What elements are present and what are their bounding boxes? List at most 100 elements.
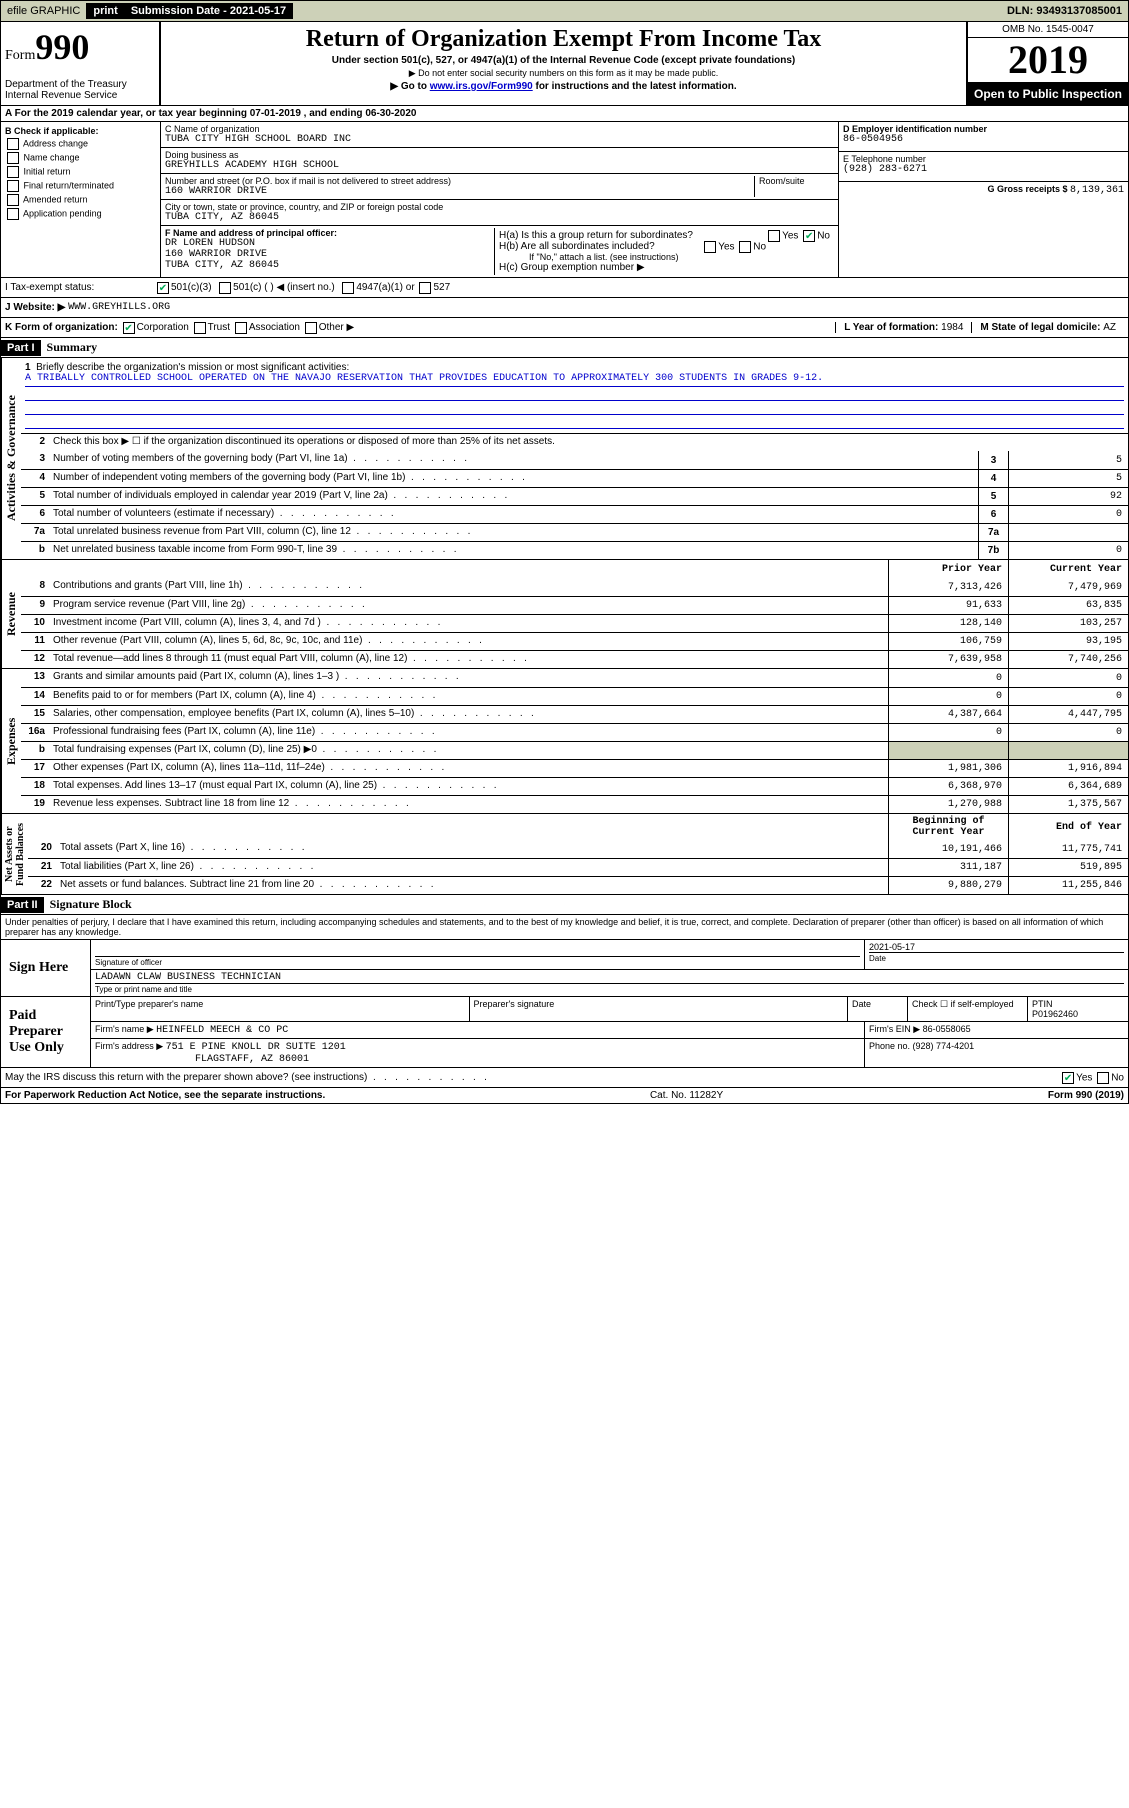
table-row: 3Number of voting members of the governi… <box>21 451 1128 469</box>
org-right: D Employer identification number 86-0504… <box>838 122 1128 277</box>
check-4947[interactable] <box>342 282 354 294</box>
footer-left: For Paperwork Reduction Act Notice, see … <box>5 1090 325 1101</box>
efile-label: efile GRAPHIC <box>1 3 87 19</box>
discuss-yes[interactable] <box>1062 1072 1074 1084</box>
check-527[interactable] <box>419 282 431 294</box>
table-row: bNet unrelated business taxable income f… <box>21 541 1128 559</box>
officer-row: F Name and address of principal officer:… <box>161 226 838 277</box>
table-row: 6Total number of volunteers (estimate if… <box>21 505 1128 523</box>
row-i: I Tax-exempt status: 501(c)(3) 501(c) ( … <box>0 278 1129 298</box>
table-row: 8Contributions and grants (Part VIII, li… <box>21 578 1128 596</box>
ein-cell: D Employer identification number 86-0504… <box>839 122 1128 152</box>
footer: For Paperwork Reduction Act Notice, see … <box>0 1088 1129 1104</box>
subtitle-2: ▶ Do not enter social security numbers o… <box>165 68 962 79</box>
print-button[interactable]: print <box>87 3 124 19</box>
table-row: 10Investment income (Part VIII, column (… <box>21 614 1128 632</box>
state-domicile: M State of legal domicile: AZ <box>971 322 1124 333</box>
preparer-block: Paid Preparer Use Only Print/Type prepar… <box>0 997 1129 1068</box>
top-bar: efile GRAPHIC print Submission Date - 20… <box>0 0 1129 22</box>
hc-row: H(c) Group exemption number ▶ <box>499 262 830 273</box>
table-row: 12Total revenue—add lines 8 through 11 (… <box>21 650 1128 668</box>
table-row: bTotal fundraising expenses (Part IX, co… <box>21 741 1128 759</box>
ha-row: H(a) Is this a group return for subordin… <box>499 230 830 241</box>
tax-year: 2019 <box>968 38 1128 83</box>
box-b: B Check if applicable: Address change Na… <box>1 122 161 277</box>
open-public: Open to Public Inspection <box>968 83 1128 105</box>
officer-sig[interactable]: Signature of officer <box>91 940 865 969</box>
check-amended[interactable]: Amended return <box>5 194 156 206</box>
org-mid: C Name of organization TUBA CITY HIGH SC… <box>161 122 838 277</box>
check-501c[interactable] <box>219 282 231 294</box>
ptin: PTINP01962460 <box>1028 997 1128 1021</box>
vlabel-netassets: Net Assets or Fund Balances <box>1 814 28 894</box>
firm-name: Firm's name ▶ HEINFELD MEECH & CO PC <box>91 1022 865 1038</box>
part2-header: Part II Signature Block <box>0 895 1129 915</box>
check-assoc[interactable] <box>235 322 247 334</box>
section-expenses: Expenses 13Grants and similar amounts pa… <box>0 669 1129 814</box>
website-link[interactable]: WWW.GREYHILLS.ORG <box>68 302 170 313</box>
footer-mid: Cat. No. 11282Y <box>650 1090 723 1101</box>
check-corp[interactable] <box>123 322 135 334</box>
mission-text: A TRIBALLY CONTROLLED SCHOOL OPERATED ON… <box>25 373 1124 387</box>
instructions-link[interactable]: www.irs.gov/Form990 <box>430 81 533 92</box>
hb-row: H(b) Are all subordinates included? Yes … <box>499 241 830 252</box>
org-name-cell: C Name of organization TUBA CITY HIGH SC… <box>161 122 838 148</box>
table-row: 20Total assets (Part X, line 16)10,191,4… <box>28 840 1128 858</box>
sign-here-label: Sign Here <box>1 940 91 996</box>
table-row: 16aProfessional fundraising fees (Part I… <box>21 723 1128 741</box>
check-trust[interactable] <box>194 322 206 334</box>
dln: DLN: 93493137085001 <box>1001 3 1128 19</box>
dba-cell: Doing business as GREYHILLS ACADEMY HIGH… <box>161 148 838 174</box>
department: Department of the Treasury Internal Reve… <box>5 79 155 101</box>
table-row: 22Net assets or fund balances. Subtract … <box>28 876 1128 894</box>
firm-address: Firm's address ▶ 751 E PINE KNOLL DR SUI… <box>91 1039 865 1067</box>
form-title: Return of Organization Exempt From Incom… <box>165 26 962 53</box>
form-header: Form990 Department of the Treasury Inter… <box>0 22 1129 106</box>
table-row: 17Other expenses (Part IX, column (A), l… <box>21 759 1128 777</box>
part1-header: Part I Summary <box>0 338 1129 358</box>
row-j: J Website: ▶ WWW.GREYHILLS.ORG <box>0 298 1129 318</box>
header-right: OMB No. 1545-0047 2019 Open to Public In… <box>968 22 1128 105</box>
table-row: 21Total liabilities (Part X, line 26)311… <box>28 858 1128 876</box>
vlabel-activities: Activities & Governance <box>1 358 21 559</box>
city-cell: City or town, state or province, country… <box>161 200 838 226</box>
table-row: 19Revenue less expenses. Subtract line 1… <box>21 795 1128 813</box>
phone-cell: E Telephone number (928) 283-6271 <box>839 152 1128 182</box>
header-mid: Return of Organization Exempt From Incom… <box>161 22 968 105</box>
section-netassets: Net Assets or Fund Balances Beginning of… <box>0 814 1129 895</box>
submission-date: Submission Date - 2021-05-17 <box>125 3 293 19</box>
check-initial[interactable]: Initial return <box>5 166 156 178</box>
row-klm: K Form of organization: Corporation Trus… <box>0 318 1129 338</box>
check-address[interactable]: Address change <box>5 138 156 150</box>
header-left: Form990 Department of the Treasury Inter… <box>1 22 161 105</box>
table-row: 11Other revenue (Part VIII, column (A), … <box>21 632 1128 650</box>
tax-period: A For the 2019 calendar year, or tax yea… <box>0 106 1129 122</box>
address-cell: Number and street (or P.O. box if mail i… <box>161 174 838 200</box>
table-row: 9Program service revenue (Part VIII, lin… <box>21 596 1128 614</box>
line-1: 1 Briefly describe the organization's mi… <box>21 358 1128 433</box>
table-row: 4Number of independent voting members of… <box>21 469 1128 487</box>
table-row: 14Benefits paid to or for members (Part … <box>21 687 1128 705</box>
officer-name: LADAWN CLAW BUSINESS TECHNICIAN Type or … <box>91 970 1128 996</box>
subtitle-1: Under section 501(c), 527, or 4947(a)(1)… <box>165 55 962 66</box>
vlabel-expenses: Expenses <box>1 669 21 813</box>
pycy-header: Prior Year Current Year <box>21 560 1128 578</box>
check-pending[interactable]: Application pending <box>5 208 156 220</box>
check-501c3[interactable] <box>157 282 169 294</box>
omb-number: OMB No. 1545-0047 <box>968 22 1128 38</box>
check-name[interactable]: Name change <box>5 152 156 164</box>
check-other[interactable] <box>305 322 317 334</box>
na-header: Beginning of Current Year End of Year <box>28 814 1128 840</box>
table-row: 13Grants and similar amounts paid (Part … <box>21 669 1128 687</box>
table-row: 5Total number of individuals employed in… <box>21 487 1128 505</box>
subtitle-3: ▶ Go to www.irs.gov/Form990 for instruct… <box>165 81 962 92</box>
check-final[interactable]: Final return/terminated <box>5 180 156 192</box>
section-revenue: Revenue Prior Year Current Year 8Contrib… <box>0 560 1129 669</box>
table-row: 15Salaries, other compensation, employee… <box>21 705 1128 723</box>
firm-ein: Firm's EIN ▶ 86-0558065 <box>865 1022 1128 1038</box>
discuss-no[interactable] <box>1097 1072 1109 1084</box>
sign-block: Sign Here Signature of officer 2021-05-1… <box>0 940 1129 997</box>
discuss-row: May the IRS discuss this return with the… <box>0 1068 1129 1088</box>
section-activities: Activities & Governance 1 Briefly descri… <box>0 358 1129 560</box>
h-block: H(a) Is this a group return for subordin… <box>494 228 834 275</box>
